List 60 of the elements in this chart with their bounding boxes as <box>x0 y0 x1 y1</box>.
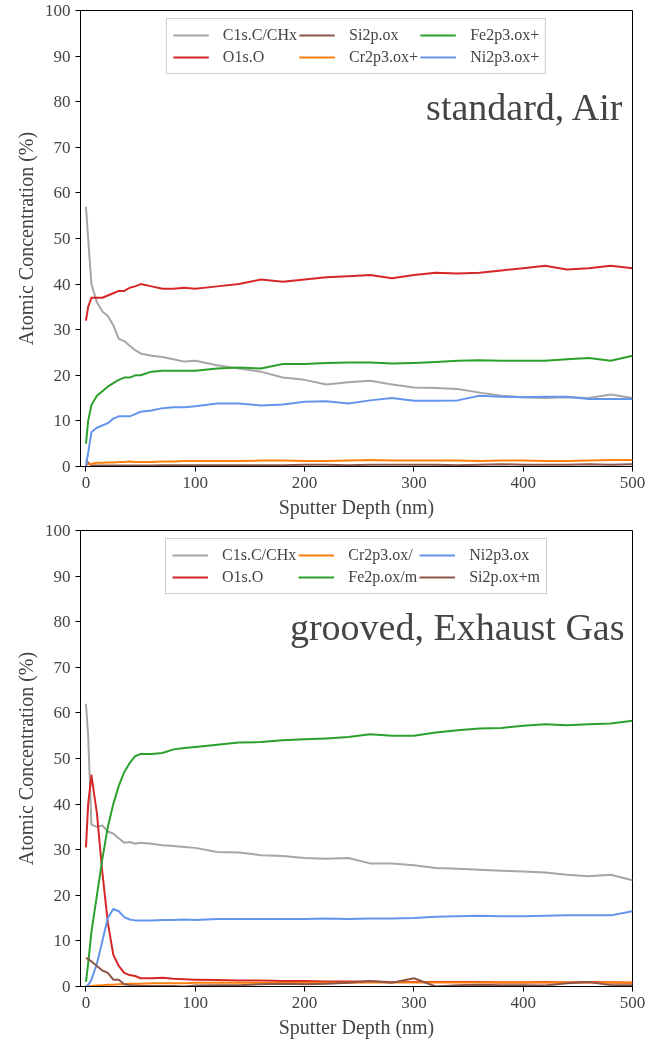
y-tick-label: 10 <box>53 411 71 431</box>
line-series <box>84 907 633 987</box>
x-tick-label: 400 <box>510 992 536 1012</box>
y-tick-label: 80 <box>53 612 71 632</box>
y-tick-label: 20 <box>53 365 71 385</box>
y-tick-label: 10 <box>53 931 71 951</box>
line-series <box>84 394 633 467</box>
legend-label: Cr2p3.ox+ <box>349 48 419 66</box>
y-tick-label: 70 <box>53 137 71 157</box>
x-axis-title: Sputter Depth (nm) <box>278 495 435 519</box>
x-tick-label: 400 <box>510 472 536 492</box>
y-tick-label: 100 <box>45 521 71 540</box>
y-tick-label: 60 <box>53 183 71 203</box>
y-axis-title: Atomic Concentration (%) <box>15 131 38 346</box>
legend-label: Ni2p3.ox <box>469 546 530 564</box>
legend-label: Si2p.ox+m <box>469 568 540 586</box>
x-axis-title: Sputter Depth (nm) <box>278 1015 435 1039</box>
line-series <box>84 205 633 400</box>
y-tick-label: 40 <box>53 794 71 814</box>
legend-label: Si2p.ox <box>349 26 399 44</box>
y-tick-label: 90 <box>53 566 71 586</box>
legend-label: O1s.O <box>222 568 264 586</box>
line-series <box>84 956 633 987</box>
x-tick-label: 100 <box>182 992 209 1012</box>
x-tick-label: 0 <box>81 992 91 1012</box>
x-tick-label: 500 <box>619 992 646 1012</box>
y-tick-label: 30 <box>53 840 71 860</box>
y-tick-label: 90 <box>53 46 71 66</box>
x-tick-label: 0 <box>81 472 91 492</box>
legend-label: Fe2p3.ox+ <box>470 26 540 44</box>
line-series <box>84 702 633 882</box>
line-series <box>84 354 633 445</box>
y-tick-label: 0 <box>62 457 71 476</box>
line-series <box>84 719 633 983</box>
y-axis-title: Atomic Concentration (%) <box>15 651 38 866</box>
legend-label: Ni2p3.ox+ <box>470 48 540 66</box>
x-tick-label: 500 <box>619 472 646 492</box>
y-tick-label: 60 <box>53 703 71 723</box>
annotation: standard, Air <box>426 85 623 128</box>
x-tick-label: 200 <box>291 992 318 1012</box>
x-tick-label: 100 <box>182 472 209 492</box>
y-tick-label: 50 <box>53 749 71 768</box>
y-tick-label: 80 <box>53 92 71 112</box>
legend-label: O1s.O <box>222 48 265 66</box>
y-tick-label: 50 <box>53 229 71 248</box>
legend-label: C1s.C/CHx <box>222 26 298 44</box>
line-series <box>84 264 633 322</box>
y-tick-label: 0 <box>62 977 71 996</box>
x-tick-label: 300 <box>401 992 427 1012</box>
legend-label: Cr2p3.ox/ <box>348 546 413 564</box>
x-tick-label: 200 <box>291 472 318 492</box>
legend-label: Fe2p.ox/m <box>348 568 418 586</box>
y-tick-label: 100 <box>45 1 71 20</box>
legend-label: C1s.C/CHx <box>222 546 297 564</box>
y-tick-label: 70 <box>53 657 71 677</box>
x-tick-label: 300 <box>401 472 427 492</box>
annotation: grooved, Exhaust Gas <box>289 605 625 648</box>
y-tick-label: 20 <box>53 885 71 905</box>
y-tick-label: 40 <box>53 274 71 294</box>
y-tick-label: 30 <box>53 320 71 340</box>
